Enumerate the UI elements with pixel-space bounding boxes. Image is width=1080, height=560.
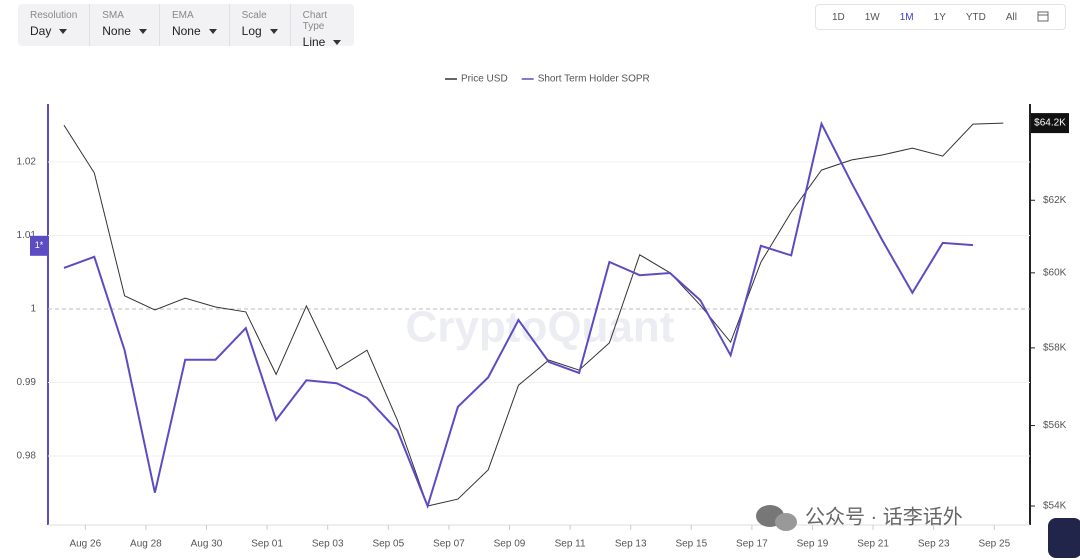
axis-badge [30, 235, 48, 256]
caret-icon [269, 28, 278, 34]
x-tick-label: Sep 23 [918, 539, 950, 550]
x-tick-label: Sep 13 [615, 539, 647, 550]
x-tick-label: Sep 03 [312, 539, 344, 550]
dropdown-label: EMA [171, 10, 194, 21]
price-badge [1031, 113, 1069, 134]
dropdown[interactable]: Resolution Day [18, 4, 91, 46]
calendar-icon [1037, 11, 1049, 21]
chat-button [1048, 518, 1080, 558]
x-tick-label: Sep 11 [555, 539, 586, 550]
dropdown-value-row: Line [303, 35, 342, 49]
range-selector: 1D 1W 1M 1Y YTD All [814, 4, 1066, 30]
dropdown-value: None [171, 24, 201, 38]
x-tick-label: Sep 15 [675, 539, 707, 550]
x-tick-label: Sep 05 [372, 539, 404, 550]
dropdown-value-row: Day [30, 24, 77, 38]
caret-icon [138, 28, 147, 34]
x-tick-label: Sep 09 [494, 539, 526, 550]
dropdown-value-row: Log [242, 24, 278, 38]
dropdown-label: SMA [102, 10, 124, 21]
footer-watermark: 公众号 · 话李话外 [805, 505, 963, 528]
y-tick-label: 1.01 [17, 230, 37, 241]
dropdown[interactable]: SMA None [90, 4, 160, 46]
range-button[interactable]: YTD [965, 11, 986, 23]
dropdown[interactable]: EMA None [160, 4, 230, 46]
dropdown-value: Log [241, 24, 262, 38]
y-tick-label: 0.99 [17, 377, 37, 388]
x-tick-label: Aug 28 [130, 539, 162, 550]
x-tick-label: Sep 17 [736, 539, 768, 550]
dropdown-value: Line [302, 35, 326, 49]
legend-label: Price USD [461, 74, 508, 85]
y-tick-label: 1 [30, 304, 36, 315]
dropdown-label: Chart Type [302, 10, 328, 32]
x-tick-label: Sep 01 [251, 539, 283, 550]
price-badge-label: $64.2K [1034, 118, 1066, 129]
toolbar: Resolution Day SMA None EMA None Scale Log Chart… [18, 4, 354, 49]
dropdown-value-row: None [102, 24, 147, 38]
range-button[interactable]: 1D [831, 11, 845, 23]
y2-tick-label: $62K [1043, 195, 1067, 206]
y2-tick-label: $58K [1043, 343, 1067, 354]
range-button[interactable]: All [1005, 11, 1017, 23]
calendar-button[interactable] [1027, 10, 1059, 25]
axis-badge-label: 1* [35, 240, 44, 250]
dropdown-value-row: None [172, 24, 217, 38]
legend-label: Short Term Holder SOPR [538, 74, 650, 85]
dropdown-value: Day [30, 24, 52, 38]
watermark: CryptoQuant [406, 303, 675, 352]
y-tick-label: 0.98 [17, 451, 37, 462]
y2-tick-label: $56K [1043, 420, 1067, 431]
range-button[interactable]: 1W [864, 11, 880, 23]
caret-icon [333, 39, 342, 45]
dropdown[interactable]: Scale Log [230, 4, 291, 46]
x-tick-label: Aug 26 [69, 539, 101, 550]
y-tick-label: 1.02 [17, 157, 37, 168]
dropdown[interactable]: Chart Type Line [291, 4, 354, 49]
x-tick-label: Aug 30 [191, 539, 223, 550]
dropdown-value: None [102, 24, 131, 38]
dropdown-label: Scale [241, 10, 267, 21]
x-tick-label: Sep 19 [797, 539, 829, 550]
series-line [63, 120, 974, 510]
x-tick-label: Sep 07 [433, 539, 465, 550]
y2-tick-label: $54K [1043, 501, 1067, 512]
x-tick-label: Sep 25 [978, 539, 1010, 550]
x-tick-label: Sep 21 [857, 539, 889, 550]
y2-tick-label: $60K [1043, 267, 1067, 278]
wechat-icon [756, 505, 797, 531]
range-button[interactable]: 1M [899, 11, 914, 23]
dropdown-label: Resolution [30, 10, 78, 21]
series-line [63, 122, 1004, 507]
range-button[interactable]: 1Y [933, 11, 946, 23]
caret-icon [208, 28, 217, 34]
caret-icon [59, 28, 68, 34]
